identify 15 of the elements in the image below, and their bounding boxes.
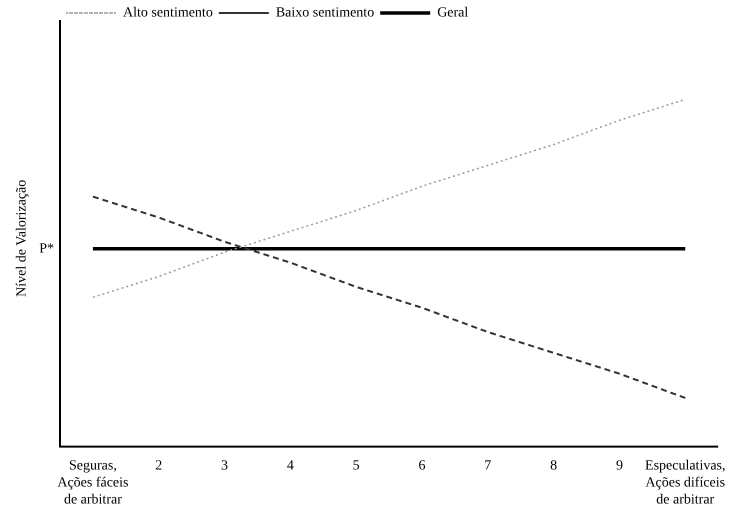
x-tick-label: 5 [352,458,360,474]
x-tick-label: 4 [286,458,294,474]
y-axis-title: Nível de Valorização [14,180,30,297]
x-tick-label: 2 [155,458,162,474]
x-tick-label: 3 [221,458,228,474]
legend-label: Geral [437,6,468,21]
legend-label: Baixo sentimento [276,6,374,21]
x-tick-label: Especulativas, Ações difíceis de arbitrar [645,458,726,508]
x-tick-label: 9 [616,458,623,474]
legend-label: Alto sentimento [123,6,213,21]
x-tick-label: 6 [418,458,426,474]
x-tick-label: Seguras, Ações fáceis de arbitrar [57,458,128,508]
text: P* [39,241,54,256]
x-tick-label: 7 [484,458,492,474]
x-tick-label: 8 [550,458,558,474]
